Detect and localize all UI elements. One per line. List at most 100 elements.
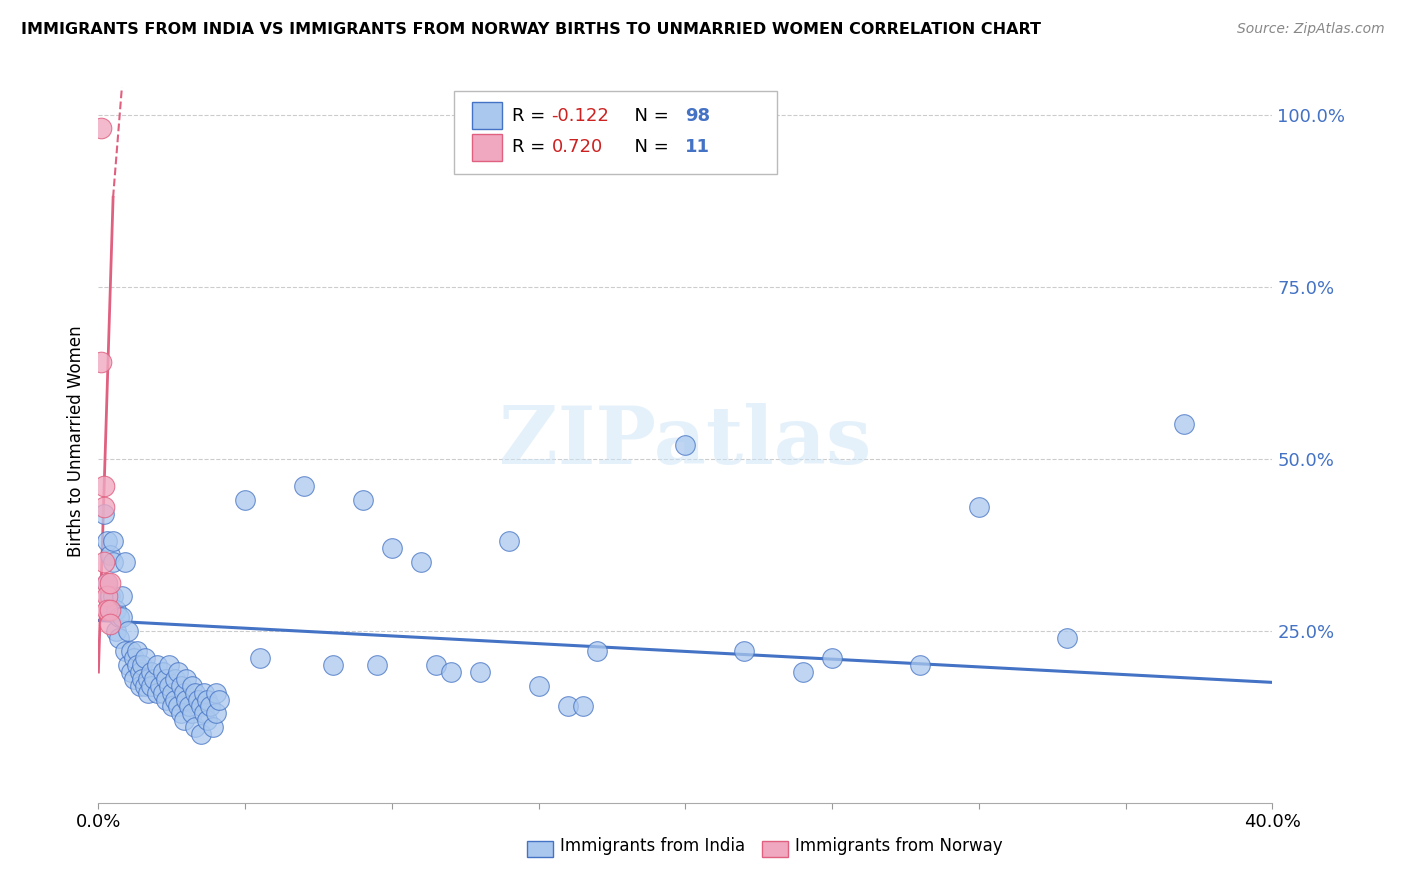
Point: [160, 686, 183, 700]
Point: [136, 672, 159, 686]
Text: R =: R =: [512, 138, 551, 156]
Point: [208, 692, 231, 706]
Point: [187, 692, 209, 706]
Point: [571, 699, 593, 714]
Point: [166, 699, 188, 714]
Text: N =: N =: [623, 138, 675, 156]
Point: [155, 692, 177, 706]
Point: [675, 438, 697, 452]
Point: [173, 686, 195, 700]
Point: [134, 679, 156, 693]
Point: [586, 644, 609, 658]
Text: IMMIGRANTS FROM INDIA VS IMMIGRANTS FROM NORWAY BIRTHS TO UNMARRIED WOMEN CORREL: IMMIGRANTS FROM INDIA VS IMMIGRANTS FROM…: [21, 22, 1040, 37]
Text: 11: 11: [686, 138, 710, 156]
Point: [498, 534, 520, 549]
Point: [163, 672, 186, 686]
Point: [179, 699, 201, 714]
Text: R =: R =: [512, 107, 551, 125]
Point: [128, 665, 150, 679]
Point: [910, 658, 932, 673]
Point: [205, 686, 228, 700]
Point: [98, 575, 121, 590]
Point: [108, 610, 131, 624]
Point: [205, 706, 228, 721]
Point: [157, 658, 180, 673]
Point: [195, 713, 218, 727]
Point: [1056, 631, 1078, 645]
Point: [468, 665, 491, 679]
Point: [111, 610, 134, 624]
Point: [136, 686, 159, 700]
Point: [821, 651, 844, 665]
Text: Immigrants from India: Immigrants from India: [560, 838, 745, 855]
Text: N =: N =: [623, 107, 675, 125]
Point: [90, 121, 112, 136]
Point: [381, 541, 404, 556]
Point: [93, 507, 115, 521]
Point: [176, 692, 198, 706]
Point: [190, 699, 212, 714]
Point: [233, 493, 256, 508]
Point: [792, 665, 814, 679]
Point: [249, 651, 271, 665]
Point: [93, 479, 115, 493]
Point: [967, 500, 990, 514]
Point: [96, 534, 118, 549]
Point: [149, 679, 172, 693]
Text: Immigrants from Norway: Immigrants from Norway: [794, 838, 1002, 855]
Text: -0.122: -0.122: [551, 107, 609, 125]
Point: [160, 699, 183, 714]
Text: Source: ZipAtlas.com: Source: ZipAtlas.com: [1237, 22, 1385, 37]
Point: [425, 658, 447, 673]
Point: [141, 679, 163, 693]
Point: [155, 672, 177, 686]
Point: [96, 603, 118, 617]
Point: [120, 665, 142, 679]
Point: [439, 665, 461, 679]
Point: [143, 672, 166, 686]
Point: [125, 644, 148, 658]
Point: [190, 727, 212, 741]
Point: [169, 679, 191, 693]
Point: [96, 575, 118, 590]
Point: [166, 665, 188, 679]
Point: [193, 706, 215, 721]
Point: [96, 575, 118, 590]
Point: [157, 679, 180, 693]
Point: [146, 686, 169, 700]
Point: [366, 658, 388, 673]
Point: [131, 658, 153, 673]
Point: [292, 479, 315, 493]
Point: [90, 355, 112, 369]
Point: [169, 706, 191, 721]
Point: [122, 672, 145, 686]
Point: [96, 590, 118, 604]
Point: [101, 555, 124, 569]
Point: [128, 679, 150, 693]
Point: [117, 624, 139, 638]
Point: [152, 686, 174, 700]
Point: [733, 644, 755, 658]
Point: [120, 644, 142, 658]
Point: [131, 672, 153, 686]
Point: [152, 665, 174, 679]
Point: [98, 590, 121, 604]
FancyBboxPatch shape: [472, 102, 502, 129]
Point: [201, 720, 224, 734]
Point: [193, 686, 215, 700]
Point: [195, 692, 218, 706]
Point: [184, 720, 207, 734]
Point: [105, 603, 128, 617]
FancyBboxPatch shape: [527, 841, 553, 857]
Point: [125, 658, 148, 673]
FancyBboxPatch shape: [762, 841, 787, 857]
Point: [352, 493, 374, 508]
Point: [122, 651, 145, 665]
Point: [322, 658, 344, 673]
Point: [105, 624, 128, 638]
Point: [527, 679, 550, 693]
Point: [98, 603, 121, 617]
Point: [114, 644, 136, 658]
Point: [141, 665, 163, 679]
FancyBboxPatch shape: [454, 91, 778, 174]
